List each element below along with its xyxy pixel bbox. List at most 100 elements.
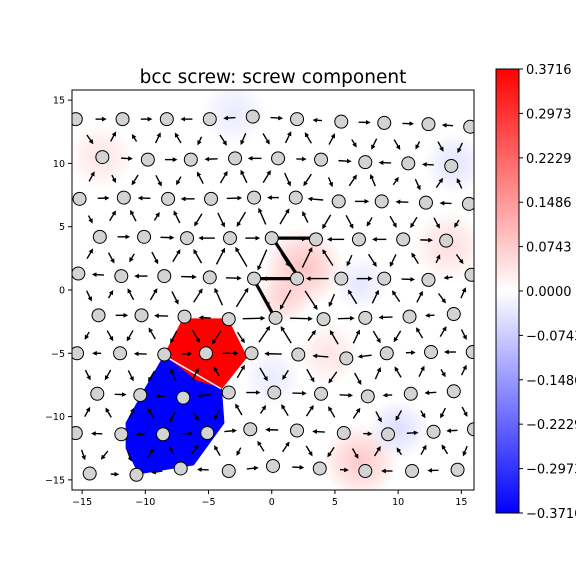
displacement-arrow xyxy=(259,367,268,382)
displacement-arrow xyxy=(170,368,177,381)
atom xyxy=(91,308,106,323)
atom xyxy=(264,231,279,246)
displacement-arrow xyxy=(284,131,292,144)
displacement-arrow xyxy=(87,215,93,224)
displacement-arrow xyxy=(304,290,318,310)
colorbar-tick-label: 0.3716 xyxy=(526,63,572,78)
displacement-arrow xyxy=(127,370,134,382)
x-tick-label: −10 xyxy=(135,497,155,508)
displacement-arrow xyxy=(110,131,117,142)
displacement-arrow xyxy=(357,353,372,359)
atom xyxy=(129,467,144,482)
displacement-arrow xyxy=(371,289,379,304)
displacement-arrow xyxy=(306,368,315,383)
displacement-arrow xyxy=(328,133,336,145)
atom xyxy=(360,389,375,404)
x-tick-label: 15 xyxy=(455,497,467,508)
displacement-arrow xyxy=(84,331,90,340)
displacement-arrow xyxy=(414,178,421,191)
displacement-arrow xyxy=(373,446,381,457)
atom xyxy=(244,346,259,361)
atom xyxy=(381,427,396,442)
displacement-arrow xyxy=(455,254,464,265)
atom xyxy=(115,112,130,127)
negative-region xyxy=(125,355,225,475)
atom xyxy=(402,309,417,324)
atom xyxy=(396,232,411,247)
atom xyxy=(374,194,389,209)
atom xyxy=(228,151,243,166)
displacement-arrow xyxy=(351,139,357,148)
atom xyxy=(377,115,392,130)
atom xyxy=(199,346,213,361)
displacement-arrow xyxy=(257,440,265,452)
atom xyxy=(95,150,110,165)
atom xyxy=(72,112,83,127)
displacement-arrow xyxy=(457,142,463,154)
displacement-arrow xyxy=(84,406,91,418)
displacement-arrow xyxy=(107,252,115,264)
displacement-arrow xyxy=(173,210,181,224)
atom xyxy=(247,190,262,205)
displacement-arrow xyxy=(282,441,290,453)
displacement-arrow xyxy=(440,407,447,419)
displacement-arrow xyxy=(126,330,134,342)
displacement-arrow xyxy=(130,209,137,222)
displacement-arrow xyxy=(461,406,468,417)
atom xyxy=(439,233,454,248)
atom xyxy=(331,194,346,209)
displacement-arrow xyxy=(168,445,174,455)
displacement-arrow xyxy=(86,134,94,145)
displacement-arrow xyxy=(197,393,211,398)
y-tick-label: 0 xyxy=(59,286,65,297)
atom xyxy=(177,309,192,324)
atom xyxy=(204,191,219,206)
displacement-arrow xyxy=(394,366,402,378)
displacement-arrow xyxy=(191,329,201,344)
displacement-arrow xyxy=(322,214,332,230)
displacement-arrow xyxy=(217,212,225,228)
displacement-arrow xyxy=(128,407,135,419)
displacement-arrow xyxy=(420,410,426,419)
displacement-arrow xyxy=(460,364,467,376)
atom xyxy=(418,195,433,210)
atom xyxy=(271,151,286,166)
displacement-arrow xyxy=(371,138,378,150)
chart-title: bcc screw: screw component xyxy=(140,67,407,88)
displacement-arrow xyxy=(148,370,156,382)
displacement-arrow xyxy=(305,404,314,417)
displacement-arrow xyxy=(366,217,373,227)
displacement-arrow xyxy=(153,212,160,221)
displacement-arrow xyxy=(86,248,94,260)
displacement-arrow xyxy=(462,445,468,457)
colorbar-tick-label: −0.2229 xyxy=(526,418,576,433)
atom xyxy=(377,271,392,286)
atom xyxy=(421,117,436,132)
displacement-arrow xyxy=(351,448,359,459)
displacement-arrow xyxy=(131,174,139,186)
displacement-arrow xyxy=(257,249,268,271)
atom xyxy=(401,156,416,171)
displacement-arrow xyxy=(105,407,112,418)
displacement-arrow xyxy=(280,326,292,344)
atom xyxy=(72,346,85,361)
displacement-arrow xyxy=(235,246,248,267)
displacement-arrow xyxy=(389,215,397,228)
displacement-arrow xyxy=(456,177,463,189)
field-layer xyxy=(72,90,474,490)
displacement-arrow xyxy=(258,325,271,343)
field-blob xyxy=(367,398,429,460)
atom xyxy=(465,345,474,360)
displacement-arrow xyxy=(219,170,228,184)
atom xyxy=(92,229,107,244)
atom xyxy=(140,152,155,167)
atom xyxy=(133,388,148,403)
atom xyxy=(446,384,461,399)
colorbar-tick-label: −0.0743 xyxy=(526,329,576,344)
displacement-arrow xyxy=(304,132,312,144)
displacement-arrow xyxy=(327,446,335,458)
displacement-arrow xyxy=(190,444,199,455)
displacement-arrow xyxy=(126,450,133,462)
displacement-arrow xyxy=(433,217,440,229)
